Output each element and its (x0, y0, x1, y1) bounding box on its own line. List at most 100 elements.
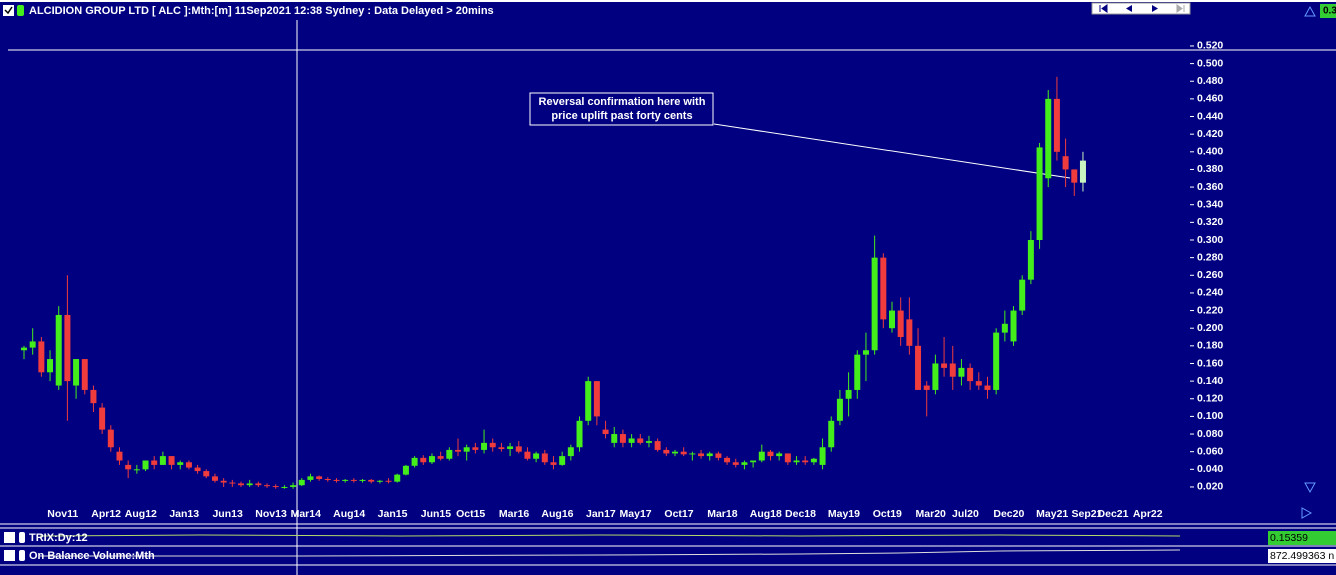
candle-body (107, 429, 114, 448)
navigation-buttons (1091, 2, 1191, 15)
y-tick-label: 0.420 (1197, 128, 1223, 140)
panel-label: On Balance Volume:Mth (29, 550, 155, 562)
panel-swatch (19, 550, 25, 561)
candle-body (793, 460, 800, 463)
x-tick-label: Aug16 (541, 508, 573, 520)
candle-body (880, 257, 887, 320)
x-tick-label: Dec20 (993, 508, 1024, 520)
candle-body (1053, 98, 1060, 152)
panel-swatch (19, 532, 25, 543)
candle-body (229, 482, 236, 484)
candle-body (203, 471, 210, 477)
checkbox[interactable] (3, 5, 14, 16)
candle-body (177, 462, 184, 465)
panel-checkbox[interactable] (4, 550, 15, 561)
panel-checkbox[interactable] (4, 532, 15, 543)
candle-body (541, 453, 548, 463)
candle-body (151, 460, 158, 465)
candle-body (350, 479, 357, 481)
x-tick-label: Aug14 (333, 508, 365, 520)
y-tick-label: 0.260 (1197, 269, 1223, 281)
x-tick-label: Mar20 (916, 508, 947, 520)
candle-body (21, 347, 27, 351)
x-tick-label: Jan15 (378, 508, 408, 520)
candle-body (645, 441, 652, 443)
x-tick-label: Apr22 (1133, 508, 1163, 520)
candle-body (47, 359, 54, 373)
candle-body (238, 483, 244, 486)
x-tick-label: Apr12 (91, 508, 121, 520)
candle-body (611, 434, 618, 443)
y-tick-label: 0.240 (1197, 287, 1223, 299)
candle-body (220, 480, 227, 483)
candle-body (828, 420, 835, 448)
candle-body (680, 451, 687, 455)
y-tick-label: 0.040 (1197, 463, 1223, 475)
scroll-down[interactable] (1304, 482, 1316, 494)
candle-body (932, 363, 939, 390)
candle-body (368, 479, 375, 482)
candle-body (394, 474, 401, 482)
y-tick-label: 0.020 (1197, 481, 1223, 493)
candle-body (845, 389, 852, 399)
candle-body (29, 341, 36, 348)
y-tick-label: 0.180 (1197, 340, 1223, 352)
candle-body (81, 359, 88, 390)
scroll-right[interactable] (1301, 507, 1313, 519)
y-tick-label: 0.120 (1197, 393, 1223, 405)
chart-title: ALCIDION GROUP LTD [ ALC ]:Mth:[m] 11Sep… (29, 5, 494, 17)
x-tick-label: Oct15 (456, 508, 485, 520)
scroll-up[interactable] (1304, 5, 1316, 17)
candle-body (750, 460, 757, 463)
nav-first[interactable] (1099, 4, 1108, 13)
candle-body (446, 449, 453, 459)
candle-body (1036, 147, 1043, 240)
candle-body (524, 451, 531, 459)
x-tick-label: May21 (1036, 508, 1068, 520)
x-tick-label: Aug18 (750, 508, 782, 520)
y-tick-label: 0.060 (1197, 445, 1223, 457)
y-tick-label: 0.080 (1197, 428, 1223, 440)
trix-line (39, 534, 1181, 537)
annotation-arrow (713, 123, 1071, 179)
panel-value: 0.15359 (1270, 532, 1308, 544)
x-tick-label: Jun13 (212, 508, 243, 520)
y-tick-label: 0.440 (1197, 110, 1223, 122)
candle-body (915, 345, 922, 390)
candle-body (672, 451, 678, 454)
candle-body (628, 438, 635, 443)
candle-body (159, 456, 166, 465)
candle-body (125, 464, 132, 470)
candle-body (168, 456, 175, 465)
x-tick-label: Nov13 (255, 508, 287, 520)
y-tick-label: 0.100 (1197, 410, 1223, 422)
x-tick-label: Dec18 (785, 508, 816, 520)
nav-prev[interactable] (1126, 5, 1132, 12)
y-tick-label: 0.400 (1197, 146, 1223, 158)
candle-body (90, 389, 97, 404)
check-mark (4, 6, 13, 15)
candle-body (836, 398, 843, 421)
candle-body (975, 381, 982, 386)
nav-last[interactable] (1176, 4, 1185, 13)
candle-body (776, 453, 783, 457)
candle-body (593, 381, 600, 417)
candle-body (802, 460, 809, 463)
candle-body (99, 407, 106, 430)
candle-body (428, 456, 435, 463)
candle-body (715, 453, 722, 458)
x-tick-label: Aug12 (125, 508, 157, 520)
y-tick-label: 0.480 (1197, 75, 1223, 87)
candle-body (1001, 323, 1008, 333)
x-tick-label: May19 (828, 508, 860, 520)
x-tick-label: Dec21 (1098, 508, 1129, 520)
price-readout-box (1320, 4, 1336, 18)
candle-body (967, 367, 974, 382)
candle-body (298, 479, 305, 486)
x-tick-label: Mar16 (499, 508, 530, 520)
nav-next[interactable] (1152, 5, 1158, 12)
candle-body (515, 446, 522, 452)
candle-body (211, 476, 218, 481)
y-tick-label: 0.460 (1197, 93, 1223, 105)
